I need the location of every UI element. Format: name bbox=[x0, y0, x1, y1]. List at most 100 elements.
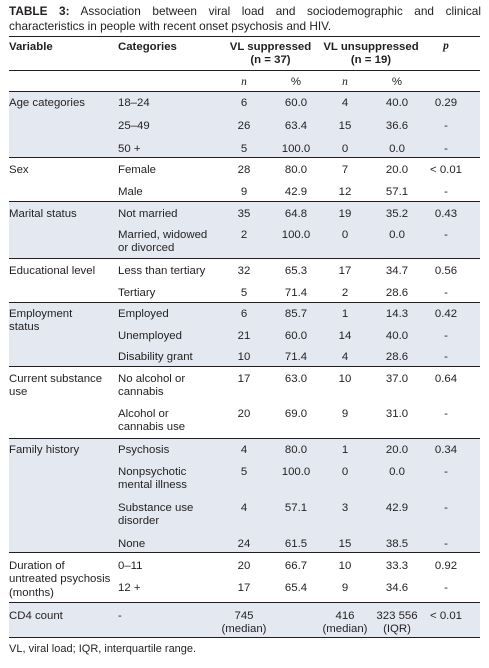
vl-suppressed-percent: 66.7 bbox=[284, 560, 308, 572]
p-value: - bbox=[444, 408, 448, 420]
table-rule bbox=[9, 602, 480, 603]
table-rule bbox=[9, 157, 480, 158]
category-label: 50 + bbox=[118, 143, 141, 155]
p-value: 0.64 bbox=[434, 373, 458, 385]
p-value: - bbox=[444, 186, 448, 198]
p-value: - bbox=[444, 229, 448, 241]
header-percent: % bbox=[391, 76, 403, 88]
vl-suppressed-n: 5 bbox=[240, 466, 248, 478]
vl-unsuppressed-percent: 28.6 bbox=[385, 351, 409, 363]
vl-suppressed-n: 9 bbox=[240, 186, 248, 198]
vl-suppressed-percent: 100.0 bbox=[281, 143, 311, 155]
table-title: Association between viral load and socio… bbox=[9, 4, 481, 33]
category-label: 18–24 bbox=[118, 97, 150, 109]
category-label: Unemployed bbox=[118, 330, 182, 342]
table-rule bbox=[9, 438, 480, 439]
vl-suppressed-n: 4 bbox=[240, 444, 248, 456]
table-rule bbox=[9, 302, 480, 303]
category-label: Disability grant bbox=[118, 351, 193, 363]
vl-unsuppressed-percent: 35.2 bbox=[385, 208, 409, 220]
header-variable: Variable bbox=[9, 41, 53, 53]
variable-label: Marital status bbox=[9, 208, 77, 220]
header-p: p bbox=[443, 40, 449, 52]
variable-label: Family history bbox=[9, 444, 80, 456]
vl-suppressed-percent: 60.0 bbox=[284, 97, 308, 109]
category-label: 0–11 bbox=[118, 560, 143, 572]
vl-unsuppressed-percent: 36.6 bbox=[385, 120, 409, 132]
vl-unsuppressed-n: 9 bbox=[341, 582, 349, 594]
vl-suppressed-percent: 57.1 bbox=[284, 502, 308, 514]
p-value: - bbox=[444, 466, 448, 478]
category-label: Employed bbox=[118, 308, 169, 320]
vl-unsuppressed-percent: 34.6 bbox=[385, 582, 409, 594]
p-value: 0.56 bbox=[434, 265, 458, 277]
vl-unsuppressed-percent: 34.7 bbox=[385, 265, 409, 277]
vl-suppressed-percent: 63.4 bbox=[284, 120, 308, 132]
header-n: n bbox=[241, 76, 247, 88]
header-n: n bbox=[342, 76, 348, 88]
vl-suppressed-percent: 61.5 bbox=[284, 538, 308, 550]
vl-unsuppressed-percent: 33.3 bbox=[385, 560, 409, 572]
vl-suppressed-n: 17 bbox=[237, 373, 251, 385]
vl-unsuppressed-percent: 323 556 (IQR) bbox=[376, 610, 418, 636]
vl-suppressed-percent: 65.4 bbox=[284, 582, 308, 594]
vl-suppressed-percent: 85.7 bbox=[284, 308, 308, 320]
vl-suppressed-percent: 80.0 bbox=[284, 444, 308, 456]
vl-unsuppressed-n: 15 bbox=[338, 120, 352, 132]
table-caption: TABLE 3: Association between viral load … bbox=[9, 4, 481, 34]
category-label: Male bbox=[118, 186, 143, 198]
table-rule bbox=[9, 36, 480, 37]
vl-unsuppressed-n: 10 bbox=[338, 560, 352, 572]
category-label: - bbox=[118, 610, 122, 622]
category-label: 25–49 bbox=[118, 120, 150, 132]
p-value: - bbox=[444, 538, 448, 550]
p-value: - bbox=[444, 143, 448, 155]
vl-unsuppressed-percent: 31.0 bbox=[385, 408, 409, 420]
vl-suppressed-n: 10 bbox=[237, 351, 251, 363]
vl-unsuppressed-n: 0 bbox=[341, 466, 349, 478]
header-percent: % bbox=[290, 76, 302, 88]
vl-suppressed-percent: 100.0 bbox=[281, 229, 311, 241]
p-value: 0.34 bbox=[434, 444, 458, 456]
vl-unsuppressed-n: 416 (median) bbox=[322, 610, 368, 636]
vl-unsuppressed-percent: 20.0 bbox=[385, 444, 409, 456]
p-value: < 0.01 bbox=[430, 164, 462, 176]
vl-suppressed-percent: 100.0 bbox=[281, 466, 311, 478]
vl-unsuppressed-n: 7 bbox=[341, 164, 349, 176]
row-shading bbox=[9, 201, 480, 258]
table-rule bbox=[9, 637, 480, 638]
variable-label: Sex bbox=[9, 164, 29, 176]
p-value: - bbox=[444, 330, 448, 342]
vl-suppressed-percent: 60.0 bbox=[284, 330, 308, 342]
vl-unsuppressed-percent: 14.3 bbox=[385, 308, 409, 320]
variable-label: Age categories bbox=[9, 97, 85, 109]
header-vl-unsuppressed: VL unsuppressed (n = 19) bbox=[323, 41, 419, 67]
vl-suppressed-n: 35 bbox=[237, 208, 251, 220]
vl-suppressed-percent: 69.0 bbox=[284, 408, 308, 420]
table-rule bbox=[9, 552, 480, 553]
vl-unsuppressed-n: 15 bbox=[338, 538, 352, 550]
vl-suppressed-n: 6 bbox=[240, 308, 248, 320]
category-label: Substance use disorder bbox=[118, 502, 194, 528]
category-label: Less than tertiary bbox=[118, 265, 206, 277]
vl-unsuppressed-n: 17 bbox=[338, 265, 352, 277]
vl-suppressed-percent: 65.3 bbox=[284, 265, 308, 277]
vl-unsuppressed-n: 2 bbox=[341, 287, 349, 299]
vl-unsuppressed-percent: 0.0 bbox=[389, 229, 405, 241]
vl-suppressed-percent: 63.0 bbox=[284, 373, 308, 385]
vl-unsuppressed-percent: 40.0 bbox=[385, 97, 409, 109]
vl-unsuppressed-percent: 0.0 bbox=[389, 143, 405, 155]
vl-unsuppressed-n: 19 bbox=[338, 208, 352, 220]
category-label: No alcohol or cannabis bbox=[118, 373, 186, 399]
category-label: Nonpsychotic mental illness bbox=[118, 466, 188, 492]
table-footnote: VL, viral load; IQR, interquartile range… bbox=[9, 643, 197, 655]
vl-unsuppressed-percent: 0.0 bbox=[389, 466, 405, 478]
vl-unsuppressed-percent: 37.0 bbox=[385, 373, 409, 385]
vl-unsuppressed-n: 14 bbox=[338, 330, 352, 342]
vl-unsuppressed-n: 0 bbox=[341, 229, 349, 241]
p-value: 0.42 bbox=[434, 308, 458, 320]
p-value: 0.29 bbox=[434, 97, 458, 109]
row-shading bbox=[9, 602, 480, 637]
header-vl-suppressed: VL suppressed (n = 37) bbox=[229, 41, 312, 67]
p-value: - bbox=[444, 287, 448, 299]
